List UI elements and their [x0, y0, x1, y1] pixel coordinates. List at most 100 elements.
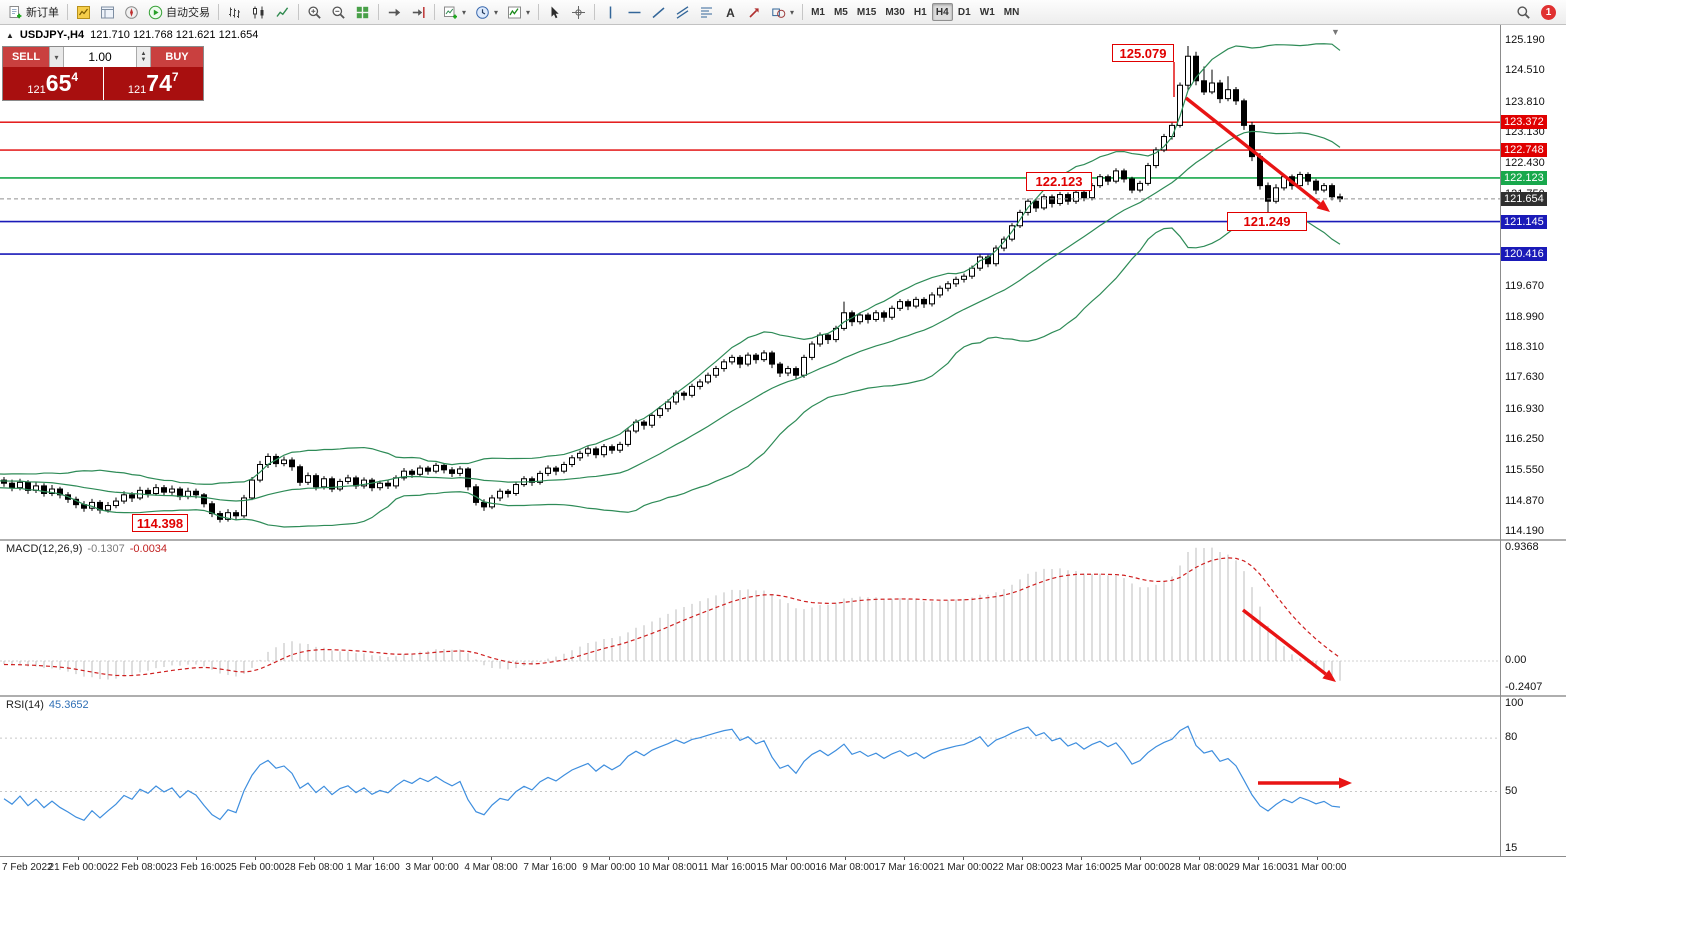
fibonacci-tool-button[interactable] [695, 2, 718, 23]
channel-tool-button[interactable] [671, 2, 694, 23]
rsi-scale-label: 80 [1505, 731, 1518, 744]
tf-m15-button[interactable]: M15 [853, 3, 880, 21]
annotation-level-122123[interactable]: 122.123 [1026, 172, 1092, 191]
rsi-panel[interactable] [0, 697, 1500, 856]
tf-w1-button-label: W1 [979, 6, 995, 18]
macd-value-signal: -0.0034 [129, 543, 168, 555]
indicators-button[interactable]: ▾ [503, 2, 534, 23]
shapes-tool-button[interactable]: ▾ [767, 2, 798, 23]
volume-stepper[interactable]: ▲ ▼ [136, 47, 151, 67]
toolbar-separator [298, 4, 299, 20]
line-chart-button[interactable] [271, 2, 294, 23]
vertical-line-tool-button[interactable] [599, 2, 622, 23]
tf-h1-button[interactable]: H1 [910, 3, 931, 21]
sell-price[interactable]: 121 65 4 [3, 67, 103, 100]
order-type-dropdown[interactable]: ▾ [49, 47, 64, 67]
zoom-out-button[interactable] [327, 2, 350, 23]
toolbar-separator [434, 4, 435, 20]
tile-windows-button[interactable] [351, 2, 374, 23]
time-axis-label: 4 Mar 08:00 [464, 862, 518, 873]
time-axis-label: 31 Mar 00:00 [1287, 862, 1347, 873]
annotation-low-114398[interactable]: 114.398 [132, 514, 188, 532]
auto-scroll-button[interactable] [383, 2, 406, 23]
tf-m5-button[interactable]: M5 [830, 3, 852, 21]
arrow-tool-button[interactable] [743, 2, 766, 23]
toolbar-separator [538, 4, 540, 20]
data-window-button[interactable] [96, 2, 119, 23]
price-axis[interactable]: 125.190124.510123.810123.130122.430121.7… [1500, 25, 1566, 539]
toolbar-separator [594, 4, 596, 20]
sell-button[interactable]: SELL [3, 47, 49, 67]
bollinger-middle-band[interactable] [0, 130, 1341, 502]
hline-icon [628, 11, 641, 13]
tf-m30-button[interactable]: M30 [881, 3, 908, 21]
trendline-tool-button[interactable] [647, 2, 670, 23]
rsi-flat-arrow[interactable] [1258, 777, 1352, 789]
tf-mn-button-label: MN [1003, 6, 1020, 18]
scale-divider [1500, 25, 1501, 856]
toolbar-separator [67, 4, 68, 20]
tf-m1-button[interactable]: M1 [807, 3, 829, 21]
trend-down-arrow[interactable] [1184, 96, 1330, 212]
price-axis-label: 117.630 [1505, 371, 1544, 384]
main-price-chart[interactable] [0, 25, 1500, 539]
tf-w1-button[interactable]: W1 [976, 3, 999, 21]
new-chart-icon [444, 6, 457, 19]
autotrading-button-label: 自动交易 [166, 7, 210, 19]
data-window-icon [101, 6, 114, 18]
annotation-low-121249[interactable]: 121.249 [1227, 212, 1307, 231]
bollinger-lower-band[interactable] [0, 214, 1341, 528]
dropdown-arrow-icon[interactable]: ▾ [494, 7, 499, 17]
dropdown-arrow-icon[interactable]: ▾ [462, 7, 467, 17]
collapse-arrow-icon[interactable]: ▲ [6, 30, 14, 40]
text-tool-button[interactable]: A [719, 2, 742, 23]
dropdown-arrow-icon[interactable]: ▾ [526, 7, 531, 17]
tline-icon [652, 6, 665, 18]
price-axis-level-label: 123.372 [1501, 115, 1547, 130]
price-axis-label: 118.310 [1505, 341, 1544, 354]
autotrading-button[interactable]: 自动交易 [144, 2, 214, 23]
stepper-down-icon[interactable]: ▼ [140, 57, 147, 63]
macd-name: MACD(12,26,9) [6, 543, 83, 555]
period-selector-button[interactable]: ▾ [471, 2, 502, 23]
macd-panel[interactable] [0, 541, 1500, 695]
toolbar-right: 1 [1512, 2, 1562, 23]
price-axis-level-label: 122.123 [1501, 170, 1547, 185]
tf-mn-button[interactable]: MN [1000, 3, 1024, 21]
chart-shift-button[interactable] [407, 2, 430, 23]
search-button[interactable] [1512, 2, 1535, 23]
bar-chart-button[interactable] [223, 2, 246, 23]
macd-signal-line[interactable] [3, 557, 1341, 677]
crosshair-tool-button[interactable] [567, 2, 590, 23]
annotation-high-125079[interactable]: 125.079 [1112, 44, 1174, 62]
market-watch-button[interactable] [72, 2, 95, 23]
panel-splitter[interactable] [0, 539, 1566, 541]
chart-shift-marker[interactable]: ▼ [1331, 27, 1340, 37]
zoom-in-button[interactable] [303, 2, 326, 23]
buy-button[interactable]: BUY [151, 47, 203, 67]
candlestick-chart-button[interactable] [247, 2, 270, 23]
tf-m5-button-label: M5 [833, 6, 848, 18]
tf-h4-button[interactable]: H4 [931, 3, 953, 21]
time-axis-tick [255, 857, 256, 860]
buy-price[interactable]: 121 74 7 [103, 67, 203, 100]
tf-d1-button[interactable]: D1 [954, 3, 975, 21]
candles-icon [253, 6, 264, 18]
notification-badge[interactable]: 1 [1541, 4, 1556, 20]
tf-h1-button-label: H1 [913, 6, 927, 18]
panel-splitter[interactable] [0, 695, 1566, 697]
stepper-up-icon[interactable]: ▲ [140, 51, 147, 57]
horizontal-line-tool-button[interactable] [623, 2, 646, 23]
time-axis[interactable]: 7 Feb 2022 21 Feb 00:00 22 Feb 08:00 23 Feb… [0, 856, 1566, 877]
tf-m15-button-label: M15 [856, 6, 877, 18]
rsi-line[interactable] [3, 725, 1341, 821]
dropdown-arrow-icon[interactable]: ▾ [790, 7, 795, 17]
time-axis-tick [668, 857, 669, 860]
cursor-tool-button[interactable] [543, 2, 566, 23]
new-order-button[interactable]: 新订单 [4, 2, 63, 23]
bollinger-upper-band[interactable] [0, 43, 1341, 485]
volume-input[interactable]: 1.00 [64, 47, 136, 67]
macd-down-arrow[interactable] [1241, 608, 1336, 682]
navigator-button[interactable] [120, 2, 143, 23]
new-chart-button[interactable]: ▾ [439, 2, 470, 23]
